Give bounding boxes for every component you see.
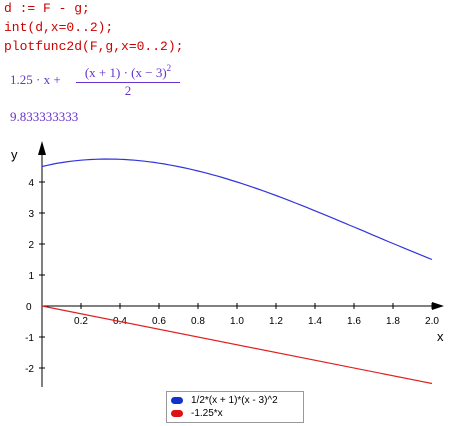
y-tick-label: 3	[28, 209, 34, 220]
legend-label-2: -1.25*x	[191, 408, 223, 419]
command-line-1[interactable]: d := F - g;	[4, 1, 90, 16]
x-tick-label: 2.0	[425, 316, 439, 327]
legend-item-1: 1/2*(x + 1)*(x - 3)^2	[171, 394, 278, 407]
y-tick-label: 2	[28, 240, 34, 251]
x-tick-label: 1.8	[386, 316, 400, 327]
integral-result: 9.833333333	[10, 109, 79, 124]
fraction-denominator: 2	[124, 83, 132, 98]
y-tick-label: 4	[28, 178, 34, 189]
plot-legend: 1/2*(x + 1)*(x - 3)^2 -1.25*x	[166, 391, 304, 423]
series-line-2	[41, 305, 433, 385]
fraction-numerator: (x + 1) · (x − 3)2	[84, 63, 172, 80]
x-tick-label: 0.8	[191, 316, 205, 327]
command-line-2[interactable]: int(d,x=0..2);	[4, 20, 114, 35]
command-line-3[interactable]: plotfunc2d(F,g,x=0..2);	[4, 39, 184, 54]
expression-left: 1.25 · x +	[10, 72, 61, 87]
y-tick-label: 1	[28, 271, 34, 282]
expression-fraction: (x + 1) · (x − 3)2 2	[76, 60, 180, 98]
x-tick-label: 1.2	[269, 316, 283, 327]
x-tick-label: 0.6	[152, 316, 166, 327]
y-tick-label: -2	[25, 364, 34, 375]
tick-label-origin: 0	[26, 302, 32, 313]
x-axis-arrow	[432, 302, 444, 310]
y-tick-label: -1	[25, 333, 34, 344]
x-axis-label: x	[437, 329, 444, 344]
legend-swatch-1	[171, 397, 183, 404]
y-axis-arrow	[38, 141, 46, 155]
x-tick-label: 0.2	[74, 316, 88, 327]
fraction-bar	[76, 82, 180, 83]
legend-swatch-2	[171, 410, 183, 417]
x-tick-label: 1.6	[347, 316, 361, 327]
legend-label-1: 1/2*(x + 1)*(x - 3)^2	[191, 395, 278, 406]
y-axis-label: y	[11, 147, 18, 162]
series-line-1	[41, 158, 433, 261]
x-tick-label: 1.0	[230, 316, 244, 327]
expression-output: 1.25 · x + (x + 1) · (x − 3)2 2	[10, 60, 230, 100]
legend-item-2: -1.25*x	[171, 407, 223, 420]
x-tick-label: 1.4	[308, 316, 322, 327]
